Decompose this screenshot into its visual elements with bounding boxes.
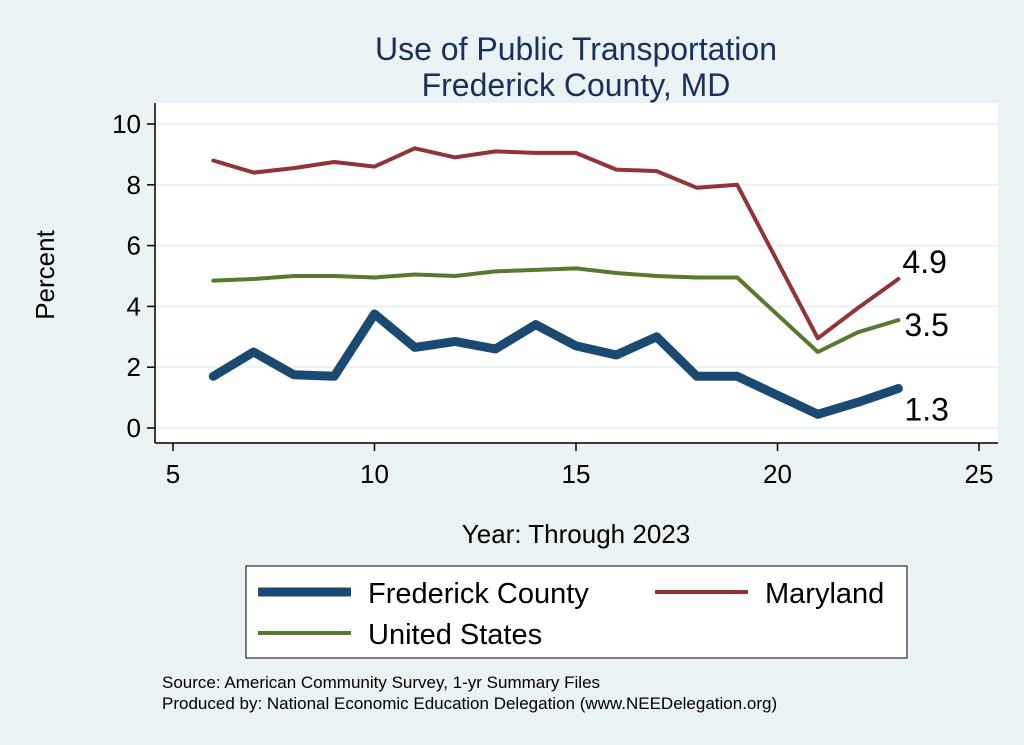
series-line-maryland bbox=[211, 146, 901, 341]
plot-area bbox=[155, 103, 998, 443]
end-label-frederick-county: 1.3 bbox=[904, 391, 948, 427]
y-tick-label: 4 bbox=[127, 291, 141, 321]
x-axis-label: Year: Through 2023 bbox=[462, 519, 690, 549]
legend-label-maryland: Maryland bbox=[765, 578, 884, 610]
end-labels: 1.3 4.9 3.5 bbox=[902, 244, 948, 427]
y-axis-label: Percent bbox=[30, 229, 60, 319]
end-label-maryland: 4.9 bbox=[902, 244, 946, 280]
source-note: Source: American Community Survey, 1-yr … bbox=[162, 673, 600, 692]
legend-label-united-states: United States bbox=[368, 619, 542, 651]
y-tick-label: 0 bbox=[127, 413, 141, 443]
x-tick-label: 20 bbox=[763, 459, 792, 489]
y-tick-label: 10 bbox=[112, 109, 141, 139]
chart-subtitle: Frederick County, MD bbox=[422, 67, 731, 103]
x-tick-label: 15 bbox=[562, 459, 591, 489]
y-tick-label: 6 bbox=[127, 231, 141, 261]
axes: 0 2 4 6 8 10 5 10 15 20 25 bbox=[112, 103, 998, 489]
series-line-united-states bbox=[211, 266, 901, 354]
legend-label-frederick-county: Frederick County bbox=[368, 578, 589, 610]
x-tick-label: 5 bbox=[166, 459, 180, 489]
y-tick-label: 8 bbox=[127, 170, 141, 200]
series-lines bbox=[208, 146, 903, 419]
produced-by-note: Produced by: National Economic Education… bbox=[162, 694, 777, 713]
legend bbox=[245, 565, 908, 659]
x-tick-label: 10 bbox=[360, 459, 389, 489]
y-tick-label: 2 bbox=[127, 352, 141, 382]
chart-title: Use of Public Transportation bbox=[375, 31, 777, 67]
series-line-frederick-county bbox=[208, 309, 903, 419]
x-tick-label: 25 bbox=[965, 459, 994, 489]
gridlines bbox=[155, 123, 998, 429]
legend-items: Frederick County Maryland United States bbox=[258, 578, 884, 651]
end-label-united-states: 3.5 bbox=[904, 307, 948, 343]
